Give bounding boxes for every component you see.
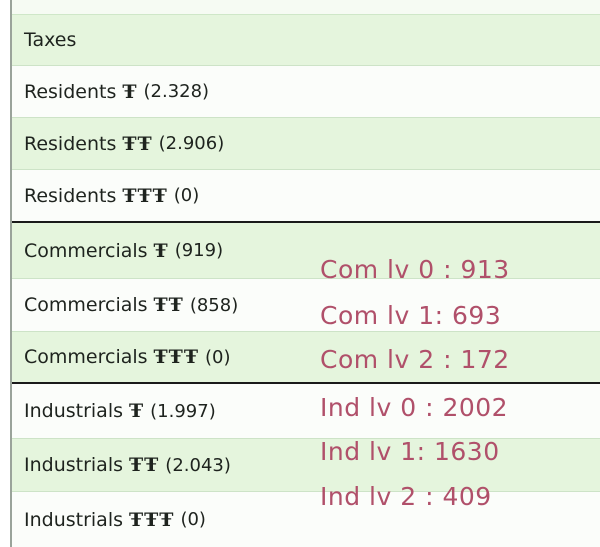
annotation-com-lv0: Com lv 0 : 913 xyxy=(320,255,510,284)
list-item-industrials-1[interactable]: Industrials Ŧ (1.997) xyxy=(12,384,600,438)
row-name: Industrials xyxy=(24,400,124,422)
row-count: (858) xyxy=(189,294,239,316)
row-count: (0) xyxy=(204,346,231,368)
list-item-residents-3[interactable]: Residents ŦŦŦ (0) xyxy=(12,170,600,221)
row-count: (919) xyxy=(174,240,224,261)
annotation-com-lv1: Com lv 1: 693 xyxy=(320,301,502,330)
divider xyxy=(12,491,600,492)
divider xyxy=(12,438,600,439)
row-count: (2.906) xyxy=(158,133,225,154)
group-divider xyxy=(12,382,600,384)
row-count: (0) xyxy=(180,509,206,530)
tax-level-icon: Ŧ xyxy=(129,400,145,422)
annotation-ind-lv1: Ind lv 1: 1630 xyxy=(320,437,500,466)
row-name: Residents xyxy=(24,132,117,155)
row-name: Industrials xyxy=(24,454,124,476)
list-item-commercials-1[interactable]: Commercials Ŧ (919) xyxy=(12,223,600,278)
row-name: Commercials xyxy=(24,239,148,262)
list-item-commercials-2[interactable]: Commercials ŦŦ (858) xyxy=(12,279,600,331)
tax-level-icon: ŦŦŦ xyxy=(129,508,175,531)
row-count: (0) xyxy=(173,185,200,206)
annotation-ind-lv0: Ind lv 0 : 2002 xyxy=(320,393,509,422)
annotation-com-lv2: Com lv 2 : 172 xyxy=(320,345,510,374)
row-name: Residents xyxy=(24,80,117,103)
row-name: Industrials xyxy=(24,508,124,531)
tax-level-icon: ŦŦ xyxy=(122,132,153,155)
row-name: Commercials xyxy=(24,346,148,368)
row-count: (2.328) xyxy=(143,81,210,102)
taxes-header-label: Taxes xyxy=(24,29,77,51)
taxes-panel: Taxes Residents Ŧ (2.328) Residents ŦŦ (… xyxy=(10,0,600,547)
divider xyxy=(12,331,600,332)
tax-level-icon: ŦŦŦ xyxy=(122,184,168,207)
list-item-residents-2[interactable]: Residents ŦŦ (2.906) xyxy=(12,118,600,169)
tax-level-icon: ŦŦ xyxy=(129,454,160,476)
list-item-industrials-2[interactable]: Industrials ŦŦ (2.043) xyxy=(12,439,600,491)
list-item-residents-1[interactable]: Residents Ŧ (2.328) xyxy=(12,66,600,117)
row-name: Commercials xyxy=(24,294,148,316)
group-divider xyxy=(12,221,600,223)
taxes-header-row: Taxes xyxy=(12,15,600,65)
list-item-commercials-3[interactable]: Commercials ŦŦŦ (0) xyxy=(12,332,600,382)
list-item-industrials-3[interactable]: Industrials ŦŦŦ (0) xyxy=(12,492,600,547)
divider xyxy=(12,278,600,279)
tax-level-icon: Ŧ xyxy=(153,239,169,262)
annotation-ind-lv2: Ind lv 2 : 409 xyxy=(320,482,492,511)
top-strip xyxy=(12,0,600,15)
row-count: (1.997) xyxy=(150,400,216,422)
row-count: (2.043) xyxy=(165,454,231,476)
divider xyxy=(12,65,600,66)
tax-level-icon: ŦŦ xyxy=(153,294,184,316)
divider xyxy=(12,169,600,170)
tax-level-icon: Ŧ xyxy=(122,80,138,103)
divider xyxy=(12,117,600,118)
tax-level-icon: ŦŦŦ xyxy=(153,346,199,368)
row-name: Residents xyxy=(24,184,117,207)
